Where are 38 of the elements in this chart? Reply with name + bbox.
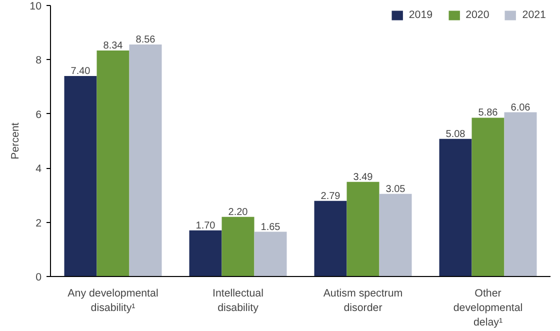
bar xyxy=(129,44,162,276)
data-label: 6.06 xyxy=(510,102,531,114)
data-label: 2.20 xyxy=(228,206,248,218)
legend-label: 2020 xyxy=(466,9,490,21)
x-tick-label: Intellectual disability xyxy=(212,288,264,314)
data-label: 8.56 xyxy=(136,34,156,46)
data-label: 2.79 xyxy=(320,190,341,202)
bar xyxy=(346,182,380,276)
bar xyxy=(472,118,504,276)
x-tick-label: Other developmental delay¹ xyxy=(453,288,523,328)
data-label: 5.08 xyxy=(446,128,466,140)
y-tick-label: 6 xyxy=(36,108,42,121)
y-tick-label: 2 xyxy=(36,217,42,230)
data-label: 3.49 xyxy=(353,172,374,183)
x-tick-label: Any developmental disability¹ xyxy=(68,288,158,314)
bar xyxy=(254,232,287,276)
legend-label: 2019 xyxy=(408,9,433,21)
data-label: 7.40 xyxy=(70,66,91,77)
y-tick-label: 10 xyxy=(30,0,42,12)
x-tick-label: Autism spectrum disorder xyxy=(323,288,403,314)
data-label: 1.70 xyxy=(196,220,216,232)
bar xyxy=(189,230,222,276)
data-label: 8.34 xyxy=(103,40,124,52)
y-tick-label: 0 xyxy=(36,272,42,284)
data-label: 5.86 xyxy=(478,108,498,119)
y-axis-title: Percent xyxy=(10,122,22,160)
y-tick-label: 8 xyxy=(36,54,42,67)
data-label: 3.05 xyxy=(386,184,406,195)
bar xyxy=(96,50,130,276)
bar xyxy=(314,200,347,276)
bar xyxy=(504,112,537,276)
data-label: 1.65 xyxy=(260,222,281,233)
bar xyxy=(379,194,412,276)
bar xyxy=(64,76,97,276)
bar xyxy=(222,216,254,276)
y-tick-label: 4 xyxy=(36,163,42,176)
bar xyxy=(439,138,472,276)
legend-label: 2021 xyxy=(522,9,546,21)
